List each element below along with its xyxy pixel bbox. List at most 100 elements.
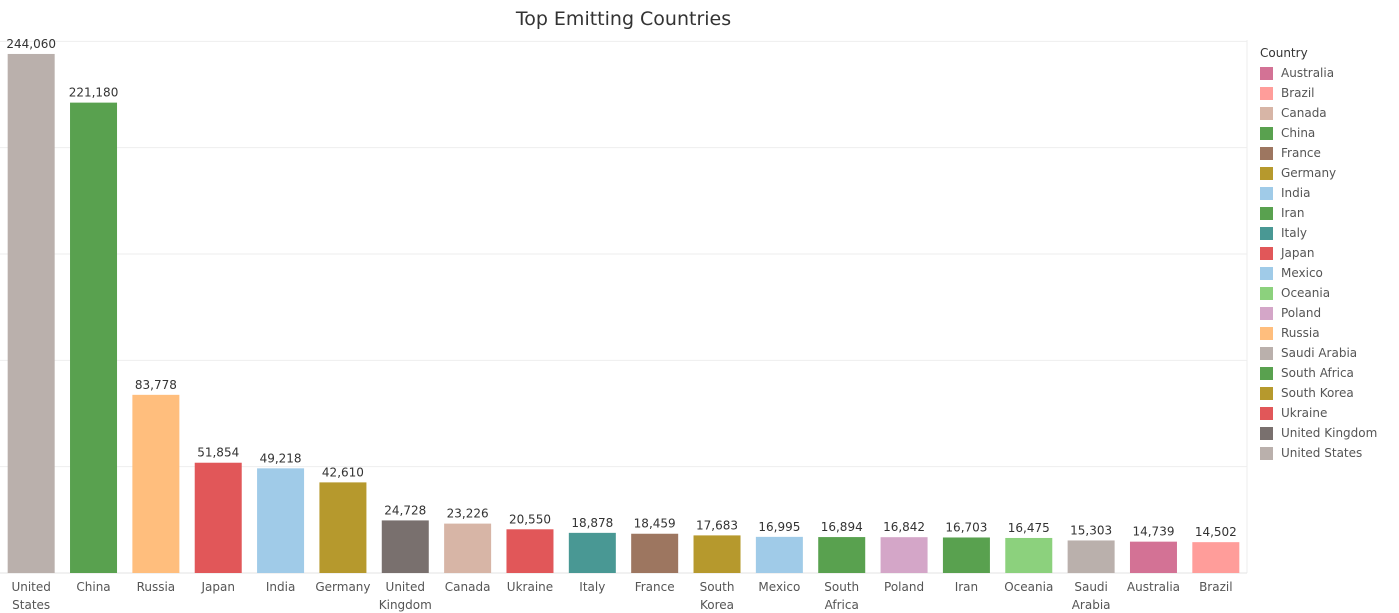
legend-label: United States	[1281, 446, 1363, 460]
legend-item[interactable]: Italy	[1260, 223, 1395, 243]
bar[interactable]	[818, 537, 866, 573]
bar[interactable]	[1129, 541, 1177, 573]
data-label: 16,842	[883, 520, 925, 534]
gridlines	[0, 40, 1248, 574]
bar[interactable]	[942, 537, 990, 573]
x-tick-label-line: Italy	[579, 580, 605, 594]
data-label: 20,550	[509, 512, 551, 526]
bar[interactable]	[693, 535, 741, 573]
legend-item[interactable]: Oceania	[1260, 283, 1395, 303]
legend-swatch	[1260, 126, 1273, 140]
legend-swatch	[1260, 66, 1273, 80]
data-label: 16,894	[821, 520, 863, 534]
data-label: 14,739	[1132, 525, 1174, 539]
x-tick-label-line: Poland	[884, 580, 924, 594]
data-labels: 244,060 221,180 83,778 51,854 49,218 42,610 24…	[6, 37, 1236, 539]
legend-label: Mexico	[1281, 266, 1323, 280]
x-tick-label-line: Mexico	[758, 580, 800, 594]
x-tick-label-line: United	[386, 580, 425, 594]
bar[interactable]	[1067, 540, 1115, 573]
legend-label: Poland	[1281, 306, 1322, 320]
x-tick-label: France	[635, 580, 675, 594]
legend-item[interactable]: Russia	[1260, 323, 1395, 343]
legend-item[interactable]: France	[1260, 143, 1395, 163]
legend-item[interactable]: China	[1260, 123, 1395, 143]
legend-label: India	[1281, 186, 1311, 200]
bar[interactable]	[70, 102, 118, 573]
legend-swatch	[1260, 286, 1273, 300]
x-tick-label: Saudi Arabia	[1072, 580, 1111, 612]
legend-swatch	[1260, 166, 1273, 180]
bar[interactable]	[194, 462, 242, 573]
bars	[7, 53, 1240, 574]
x-tick-label-line: Iran	[955, 580, 978, 594]
x-tick-label: Germany	[315, 580, 370, 594]
legend-item[interactable]: Saudi Arabia	[1260, 343, 1395, 363]
legend-item[interactable]: Iran	[1260, 203, 1395, 223]
x-tick-labels: United States China Russia Japan India Germany…	[11, 580, 1232, 612]
x-tick-label: Italy	[579, 580, 605, 594]
x-tick-label: China	[76, 580, 110, 594]
legend-label: Japan	[1281, 246, 1315, 260]
legend-swatch	[1260, 186, 1273, 200]
legend-item[interactable]: Germany	[1260, 163, 1395, 183]
legend: Country Australia Brazil Canada China France…	[1260, 46, 1395, 463]
legend-item[interactable]: Australia	[1260, 63, 1395, 83]
legend-label: Ukraine	[1281, 406, 1328, 420]
x-tick-label-line: China	[76, 580, 110, 594]
data-label: 221,180	[69, 86, 119, 100]
x-tick-label: United States	[11, 580, 50, 612]
x-tick-label-line: Australia	[1127, 580, 1180, 594]
data-label: 42,610	[322, 465, 364, 479]
legend-label: Saudi Arabia	[1281, 346, 1358, 360]
legend-swatch	[1260, 346, 1273, 360]
legend-item[interactable]: Ukraine	[1260, 403, 1395, 423]
legend-swatch	[1260, 326, 1273, 340]
bar[interactable]	[880, 537, 928, 573]
x-tick-label-line: Canada	[445, 580, 491, 594]
legend-swatch	[1260, 306, 1273, 320]
x-tick-label-line: Africa	[825, 598, 859, 612]
bar[interactable]	[1192, 542, 1240, 573]
x-tick-label-line: Arabia	[1072, 598, 1111, 612]
legend-item[interactable]: Canada	[1260, 103, 1395, 123]
legend-item[interactable]: South Africa	[1260, 363, 1395, 383]
x-tick-label-line: Kingdom	[379, 598, 432, 612]
bar[interactable]	[755, 536, 803, 573]
legend-item[interactable]: Poland	[1260, 303, 1395, 323]
bar[interactable]	[7, 53, 55, 574]
legend-swatch	[1260, 266, 1273, 280]
legend-item[interactable]: United Kingdom	[1260, 423, 1395, 443]
bar[interactable]	[506, 529, 554, 573]
bar[interactable]	[1005, 537, 1053, 573]
bar[interactable]	[631, 533, 679, 573]
legend-swatch	[1260, 206, 1273, 220]
data-label: 18,878	[571, 516, 613, 530]
legend-item[interactable]: Mexico	[1260, 263, 1395, 283]
bar-chart: 244,060 221,180 83,778 51,854 49,218 42,610 24…	[0, 37, 1248, 612]
bar[interactable]	[132, 394, 180, 573]
legend-item[interactable]: Japan	[1260, 243, 1395, 263]
bar[interactable]	[568, 532, 616, 573]
bar[interactable]	[381, 520, 429, 573]
legend-title: Country	[1260, 46, 1308, 60]
legend-swatch	[1260, 446, 1273, 460]
legend-label: Australia	[1281, 66, 1335, 80]
bar[interactable]	[257, 468, 305, 573]
data-label: 16,475	[1008, 521, 1050, 535]
legend-label: South Korea	[1281, 386, 1354, 400]
x-tick-label: South Korea	[700, 580, 735, 612]
legend-item[interactable]: India	[1260, 183, 1395, 203]
legend-swatch	[1260, 406, 1273, 420]
legend-label: Iran	[1281, 206, 1305, 220]
legend-item[interactable]: Brazil	[1260, 83, 1395, 103]
legend-label: Russia	[1281, 326, 1320, 340]
bar[interactable]	[319, 482, 367, 573]
x-tick-label: Poland	[884, 580, 924, 594]
legend-item[interactable]: United States	[1260, 443, 1395, 463]
legend-item[interactable]: South Korea	[1260, 383, 1395, 403]
bar[interactable]	[444, 523, 492, 573]
data-label: 18,459	[634, 517, 676, 531]
data-label: 83,778	[135, 378, 177, 392]
chart-title: Top Emitting Countries	[515, 8, 732, 30]
